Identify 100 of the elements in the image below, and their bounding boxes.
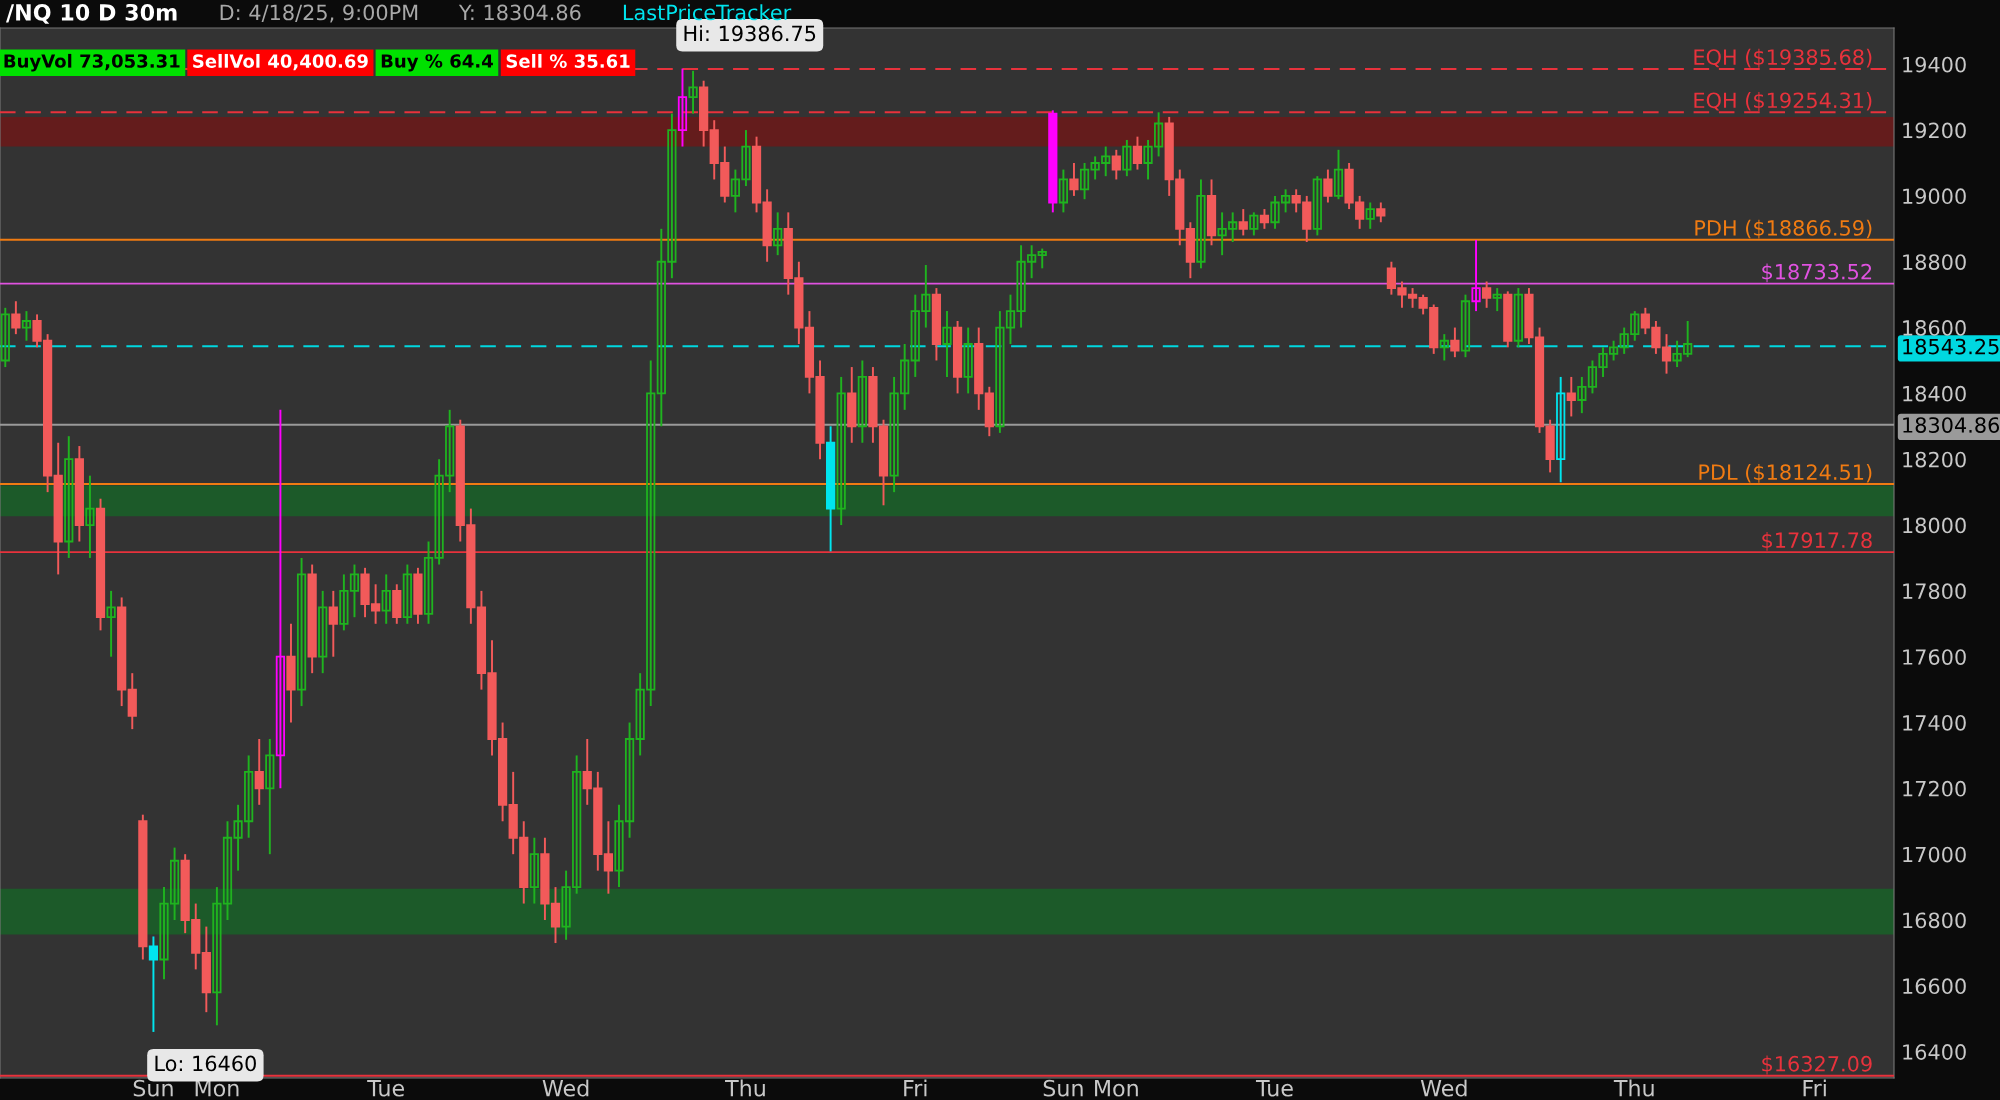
chart-title: /NQ 10 D 30m [6,3,177,24]
candlestick [836,375,846,527]
candlestick [1058,168,1068,214]
x-tick-label: Fri [904,1079,927,1097]
candlestick [1312,175,1322,237]
candlestick [106,589,116,658]
y-tick-label: 16800 [1903,912,1966,929]
candlestick [1482,280,1492,309]
candlestick [1111,148,1121,181]
y-tick-label: 18304.86 [1903,417,2000,433]
ref-line-label: PDL ($18124.51) [1699,463,1872,483]
annotation: SellVol 40,400.69 [193,53,368,71]
candlestick [529,836,539,905]
candlestick [275,408,286,790]
candlestick [349,563,360,619]
y-tick-label: 17600 [1903,649,1966,665]
candlestick [688,69,698,115]
candlestick [381,573,391,625]
candlestick [339,573,349,632]
candlestick [1513,287,1523,349]
candlestick [1196,178,1206,270]
x-tick-label: Wed [542,1079,589,1097]
candlestick [402,563,412,625]
annotation: Hi: 19386.75 [684,25,816,42]
annotation: Sell % 35.61 [506,53,630,68]
text: LastPriceTracker [623,4,792,21]
x-tick-label: Wed [1420,1079,1467,1097]
candlestick [1460,293,1471,359]
y-tick-label: 18600 [1903,320,1966,336]
annotation: Buy % 64.4 [381,54,493,72]
y-tick-label: 18000 [1903,517,1966,534]
ref-line-label: PDH ($18866.59) [1695,219,1872,239]
ref-line-label: $18733.52 [1762,263,1872,283]
x-tick-label: Tue [1255,1080,1293,1097]
candlestick [318,589,328,675]
candlestick [1439,333,1449,362]
y-tick-label: 17400 [1903,714,1966,731]
y-tick-label: 16400 [1903,1044,1966,1060]
y-tick-label: 17200 [1903,780,1966,797]
y-tick-label: 19000 [1903,188,1966,205]
candlestick [1132,135,1143,171]
candlestick [677,67,688,148]
candlestick [1365,201,1375,230]
candlestick [603,820,614,895]
y-tick-label: 19200 [1903,122,1966,139]
candlestick [11,300,21,336]
text: Y: 18304.86 [458,4,581,21]
candlestick [1249,211,1259,237]
candlestick [942,310,952,378]
candlestick [265,738,275,856]
annotation: Lo: 16460 [155,1055,256,1072]
x-tick-label: Tue [367,1080,405,1097]
x-tick-label: Mon [1095,1080,1138,1097]
candlestick [1238,208,1248,237]
candlestick [1556,375,1566,484]
candlestick [1122,138,1132,178]
candlestick [1069,162,1079,197]
candlestick [0,306,10,369]
x-tick-label: Mon [195,1080,239,1097]
text: D: 4/18/25, 9:00PM [220,4,418,23]
candlestick [85,474,95,559]
annotation: BuyVol 73,053.31 [4,53,180,72]
candlestick [1079,162,1090,201]
candlestick [148,935,159,1033]
y-tick-label: 19400 [1903,56,1966,73]
candlestick [1471,239,1481,313]
candlestick [328,589,338,658]
ref-line-label: $17917.78 [1762,531,1872,551]
ref-line-label: $16327.09 [1762,1055,1872,1075]
candlestick [64,435,74,559]
y-tick-label: 18200 [1903,451,1966,468]
candlestick [296,556,307,708]
candlestick [773,211,783,257]
x-tick-label: Thu [725,1079,765,1097]
candlestick [1577,375,1587,415]
ref-line-label: EQH ($19385.68) [1694,48,1872,68]
y-tick-label: 16600 [1903,978,1966,995]
candlestick [1037,247,1047,270]
candlestick [254,738,264,806]
x-tick-label: Sun [1043,1079,1083,1097]
candlestick [1450,326,1460,359]
candlestick [1323,168,1333,204]
y-tick-label: 17000 [1903,846,1966,863]
candlestick [1333,148,1344,201]
candlestick [963,326,973,395]
y-tick-label: 17800 [1903,583,1966,600]
ref-line-label: EQH ($19254.31) [1694,92,1872,111]
y-tick-label: 18543.25 [1903,338,1999,355]
candlestick [1492,287,1502,313]
x-tick-label: Thu [1613,1079,1654,1097]
x-tick-label: Sun [133,1079,173,1097]
candlestick [1259,208,1270,230]
y-tick-label: 18800 [1903,254,1966,270]
candlestick [1566,375,1576,418]
candlestick [21,310,32,342]
candlestick [1376,201,1386,224]
y-tick-label: 18400 [1903,385,1966,402]
candlestick [423,540,434,625]
candlestick [857,359,867,444]
x-tick-label: Fri [1803,1079,1826,1097]
